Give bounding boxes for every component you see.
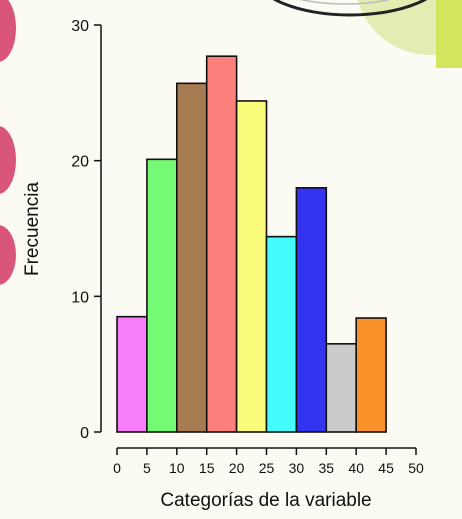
histogram-bars <box>116 55 387 433</box>
x-tick-label: 35 <box>319 460 335 476</box>
histogram-bar <box>146 158 178 433</box>
histogram-bar <box>116 315 148 433</box>
histogram-bar <box>235 100 268 433</box>
axes: 0 10 20 30 0 5 10 15 20 25 30 35 40 45 50 <box>71 18 424 476</box>
left-bubble-decoration-3 <box>0 225 16 285</box>
left-bubble-decoration-2 <box>0 126 16 194</box>
x-tick-label: 15 <box>199 460 215 476</box>
y-axis-title: Frecuencia <box>22 182 43 276</box>
x-tick-label: 20 <box>229 460 245 476</box>
y-tick-label: 0 <box>80 425 89 442</box>
x-axis-ticks: 0 5 10 15 20 25 30 35 40 45 50 <box>113 448 424 476</box>
top-right-oval-outline <box>272 0 428 17</box>
y-tick-label: 30 <box>71 18 89 35</box>
x-tick-label: 0 <box>113 460 121 476</box>
left-bubble-decoration-1 <box>0 0 16 62</box>
top-right-oval-inner <box>300 0 390 5</box>
y-axis-ticks: 0 10 20 30 <box>71 18 101 442</box>
top-right-bar-decoration <box>436 0 462 68</box>
histogram-bar <box>295 187 328 433</box>
histogram-bar <box>325 343 357 433</box>
x-tick-label: 25 <box>259 460 275 476</box>
x-tick-label: 5 <box>143 460 151 476</box>
histogram-bar <box>176 82 208 433</box>
x-tick-label: 40 <box>348 460 364 476</box>
x-tick-label: 50 <box>408 460 424 476</box>
y-tick-label: 20 <box>71 154 89 171</box>
x-tick-label: 30 <box>289 460 305 476</box>
background-decoration <box>0 0 462 285</box>
x-axis-title: Categorías de la variable <box>160 490 371 511</box>
histogram-bar <box>205 55 238 433</box>
x-tick-label: 45 <box>378 460 394 476</box>
histogram-bar <box>265 235 298 433</box>
histogram-bar <box>355 317 387 433</box>
y-tick-label: 10 <box>71 289 89 306</box>
x-tick-label: 10 <box>169 460 185 476</box>
